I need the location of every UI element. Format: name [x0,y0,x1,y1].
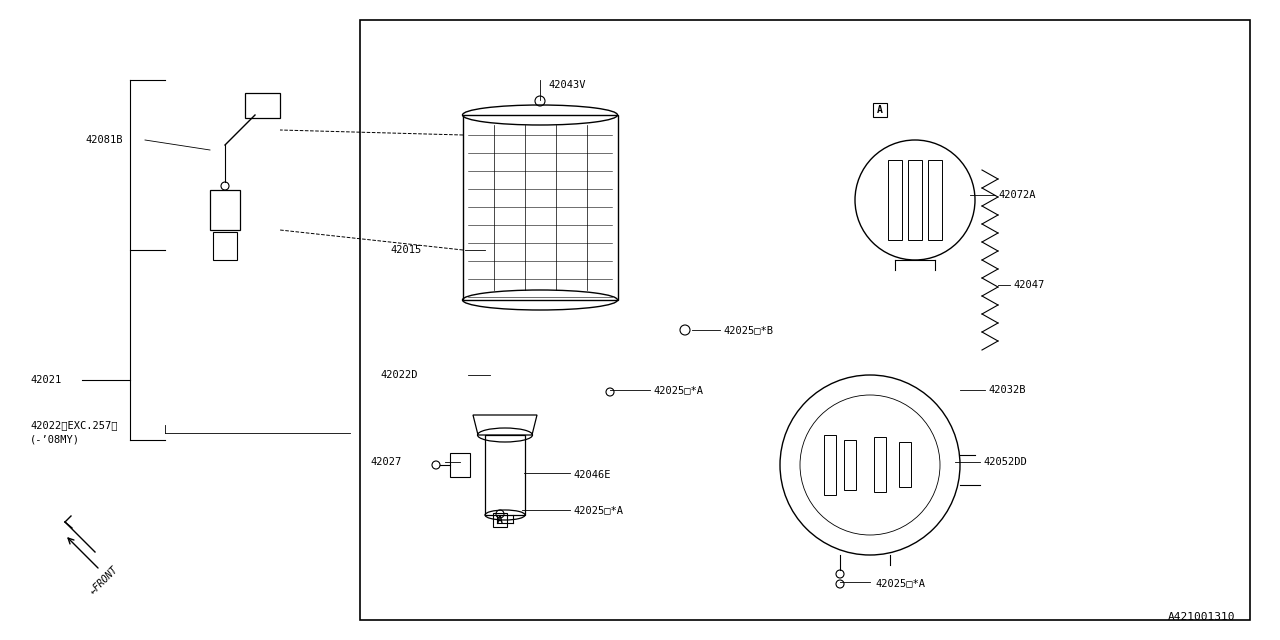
Bar [844,440,856,490]
Text: 42043V: 42043V [548,80,585,90]
Text: 42046E: 42046E [573,470,611,480]
Text: 42021: 42021 [29,375,61,385]
Text: 42027: 42027 [370,457,401,467]
Text: 42052DD: 42052DD [983,457,1027,467]
Text: A: A [497,515,503,525]
Bar [451,453,470,477]
Text: 42047: 42047 [1012,280,1044,290]
Bar [210,190,241,230]
Text: (-’08MY): (-’08MY) [29,435,81,445]
Text: 42072A: 42072A [998,190,1036,200]
Text: 42015: 42015 [390,245,421,255]
Text: 42025□*A: 42025□*A [573,505,623,515]
Text: 42022D: 42022D [380,370,417,380]
Bar [244,93,280,118]
Bar [874,437,886,492]
Text: 42022〈EXC.257〉: 42022〈EXC.257〉 [29,420,118,430]
Text: 42025□*B: 42025□*B [723,325,773,335]
Text: 42025□*A: 42025□*A [876,578,925,588]
Bar [908,160,922,240]
Bar [824,435,836,495]
Bar [360,20,1251,620]
Text: A421001310: A421001310 [1167,612,1235,622]
Text: A: A [877,105,883,115]
Bar [928,160,942,240]
Bar [899,442,911,487]
Bar [485,435,525,515]
Bar [493,513,507,527]
Text: ←FRONT: ←FRONT [88,564,120,596]
Bar [463,115,618,300]
Text: 42032B: 42032B [988,385,1025,395]
Bar [873,103,887,117]
Bar [212,232,237,260]
Text: 42025□*A: 42025□*A [653,385,703,395]
Text: 42081B: 42081B [84,135,123,145]
Bar [888,160,902,240]
